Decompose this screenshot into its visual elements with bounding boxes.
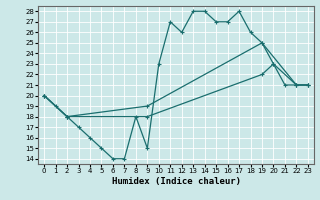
X-axis label: Humidex (Indice chaleur): Humidex (Indice chaleur) [111, 177, 241, 186]
